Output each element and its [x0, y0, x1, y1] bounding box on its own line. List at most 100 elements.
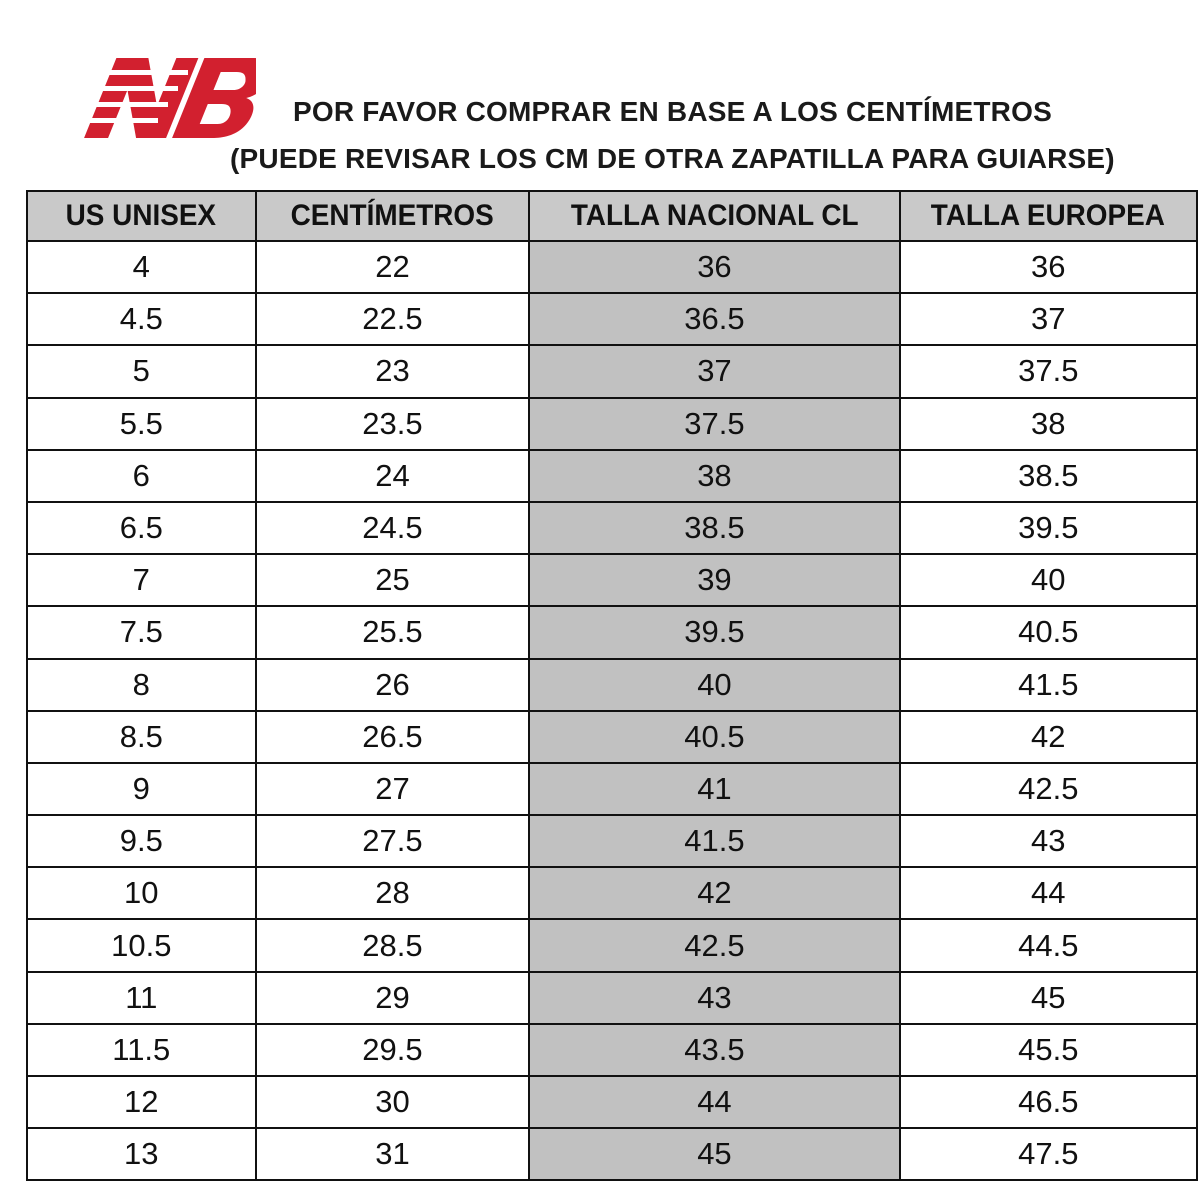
title-line-1: POR FAVOR COMPRAR EN BASE A LOS CENTÍMET… [293, 96, 1052, 127]
cell-us-unisex: 8 [26, 657, 257, 712]
cell-centimetros: 31 [254, 1127, 531, 1182]
cell-us-unisex: 9.5 [26, 814, 257, 869]
cell-talla-nacional-cl: 36 [528, 239, 901, 295]
cell-talla-nacional-cl: 41.5 [528, 814, 901, 869]
cell-talla-europea: 40 [898, 553, 1199, 608]
cell-us-unisex: 11.5 [26, 1022, 257, 1078]
cell-us-unisex: 10 [26, 866, 257, 921]
table-row: 7 25 39 40 [26, 553, 1199, 608]
cell-talla-nacional-cl: 37.5 [528, 396, 901, 451]
cell-us-unisex: 9 [26, 761, 257, 817]
table-row: 6.5 24.5 38.5 39.5 [26, 500, 1199, 556]
cell-centimetros: 30 [254, 1074, 531, 1130]
cell-talla-nacional-cl: 40 [528, 657, 901, 712]
cell-us-unisex: 10.5 [26, 918, 257, 973]
cell-talla-europea: 36 [898, 239, 1199, 295]
cell-us-unisex: 13 [26, 1127, 257, 1182]
cell-talla-nacional-cl: 39.5 [528, 605, 901, 660]
table-row: 10 28 42 44 [26, 866, 1199, 921]
header-centimetros: CENTÍMETROS [254, 190, 531, 242]
header-label: CENTÍMETROS [290, 199, 494, 232]
size-chart-table: US UNISEX CENTÍMETROS TALLA NACIONAL CL … [26, 190, 1199, 1182]
cell-talla-nacional-cl: 37 [528, 344, 901, 399]
cell-talla-europea: 37.5 [898, 344, 1199, 399]
cell-talla-nacional-cl: 39 [528, 553, 901, 608]
cell-centimetros: 28 [254, 866, 531, 921]
cell-centimetros: 25.5 [254, 605, 531, 660]
table-row: 13 31 45 47.5 [26, 1127, 1199, 1182]
cell-centimetros: 29.5 [254, 1022, 531, 1078]
cell-us-unisex: 5 [26, 344, 257, 399]
header-row: US UNISEX CENTÍMETROS TALLA NACIONAL CL … [26, 190, 1199, 242]
cell-talla-nacional-cl: 45 [528, 1127, 901, 1182]
cell-talla-europea: 44.5 [898, 918, 1199, 973]
cell-talla-europea: 38 [898, 396, 1199, 451]
table-row: 5.5 23.5 37.5 38 [26, 396, 1199, 451]
header-label: TALLA NACIONAL CL [570, 199, 859, 232]
cell-talla-europea: 41.5 [898, 657, 1199, 712]
header-talla-europea: TALLA EUROPEA [898, 190, 1199, 242]
cell-centimetros: 27 [254, 761, 531, 817]
cell-talla-europea: 38.5 [898, 448, 1199, 503]
cell-centimetros: 25 [254, 553, 531, 608]
new-balance-logo [78, 58, 256, 138]
table-row: 10.5 28.5 42.5 44.5 [26, 918, 1199, 973]
cell-us-unisex: 7 [26, 553, 257, 608]
cell-us-unisex: 12 [26, 1074, 257, 1130]
cell-centimetros: 24 [254, 448, 531, 503]
header-label: US UNISEX [66, 199, 217, 232]
cell-centimetros: 22 [254, 239, 531, 295]
cell-talla-europea: 45 [898, 970, 1199, 1025]
cell-talla-nacional-cl: 40.5 [528, 709, 901, 764]
cell-centimetros: 29 [254, 970, 531, 1025]
cell-talla-europea: 42.5 [898, 761, 1199, 817]
cell-talla-europea: 47.5 [898, 1127, 1199, 1182]
cell-us-unisex: 8.5 [26, 709, 257, 764]
cell-us-unisex: 11 [26, 970, 257, 1025]
cell-us-unisex: 5.5 [26, 396, 257, 451]
cell-talla-nacional-cl: 36.5 [528, 292, 901, 347]
cell-talla-europea: 45.5 [898, 1022, 1199, 1078]
cell-talla-nacional-cl: 38.5 [528, 500, 901, 556]
table-row: 9 27 41 42.5 [26, 761, 1199, 817]
table-row: 4.5 22.5 36.5 37 [26, 292, 1199, 347]
cell-centimetros: 23 [254, 344, 531, 399]
header-talla-nacional-cl: TALLA NACIONAL CL [528, 190, 901, 242]
cell-centimetros: 22.5 [254, 292, 531, 347]
table-row: 5 23 37 37.5 [26, 344, 1199, 399]
cell-talla-nacional-cl: 43 [528, 970, 901, 1025]
table-row: 11 29 43 45 [26, 970, 1199, 1025]
table-row: 11.5 29.5 43.5 45.5 [26, 1022, 1199, 1078]
cell-talla-europea: 39.5 [898, 500, 1199, 556]
cell-talla-europea: 43 [898, 814, 1199, 869]
cell-us-unisex: 6 [26, 448, 257, 503]
cell-talla-europea: 42 [898, 709, 1199, 764]
cell-talla-nacional-cl: 42 [528, 866, 901, 921]
cell-talla-europea: 40.5 [898, 605, 1199, 660]
table-row: 8.5 26.5 40.5 42 [26, 709, 1199, 764]
cell-talla-europea: 37 [898, 292, 1199, 347]
table-row: 12 30 44 46.5 [26, 1074, 1199, 1130]
table-row: 4 22 36 36 [26, 239, 1199, 295]
table-row: 7.5 25.5 39.5 40.5 [26, 605, 1199, 660]
table-row: 6 24 38 38.5 [26, 448, 1199, 503]
cell-centimetros: 26.5 [254, 709, 531, 764]
cell-talla-europea: 44 [898, 866, 1199, 921]
cell-talla-nacional-cl: 41 [528, 761, 901, 817]
cell-centimetros: 24.5 [254, 500, 531, 556]
cell-us-unisex: 4 [26, 239, 257, 295]
header-label: TALLA EUROPEA [931, 199, 1166, 232]
cell-talla-nacional-cl: 44 [528, 1074, 901, 1130]
cell-talla-nacional-cl: 38 [528, 448, 901, 503]
cell-centimetros: 26 [254, 657, 531, 712]
table-row: 8 26 40 41.5 [26, 657, 1199, 712]
cell-us-unisex: 6.5 [26, 500, 257, 556]
cell-talla-nacional-cl: 42.5 [528, 918, 901, 973]
cell-us-unisex: 7.5 [26, 605, 257, 660]
cell-centimetros: 28.5 [254, 918, 531, 973]
header-us-unisex: US UNISEX [26, 190, 257, 242]
cell-centimetros: 23.5 [254, 396, 531, 451]
cell-talla-europea: 46.5 [898, 1074, 1199, 1130]
cell-talla-nacional-cl: 43.5 [528, 1022, 901, 1078]
cell-us-unisex: 4.5 [26, 292, 257, 347]
